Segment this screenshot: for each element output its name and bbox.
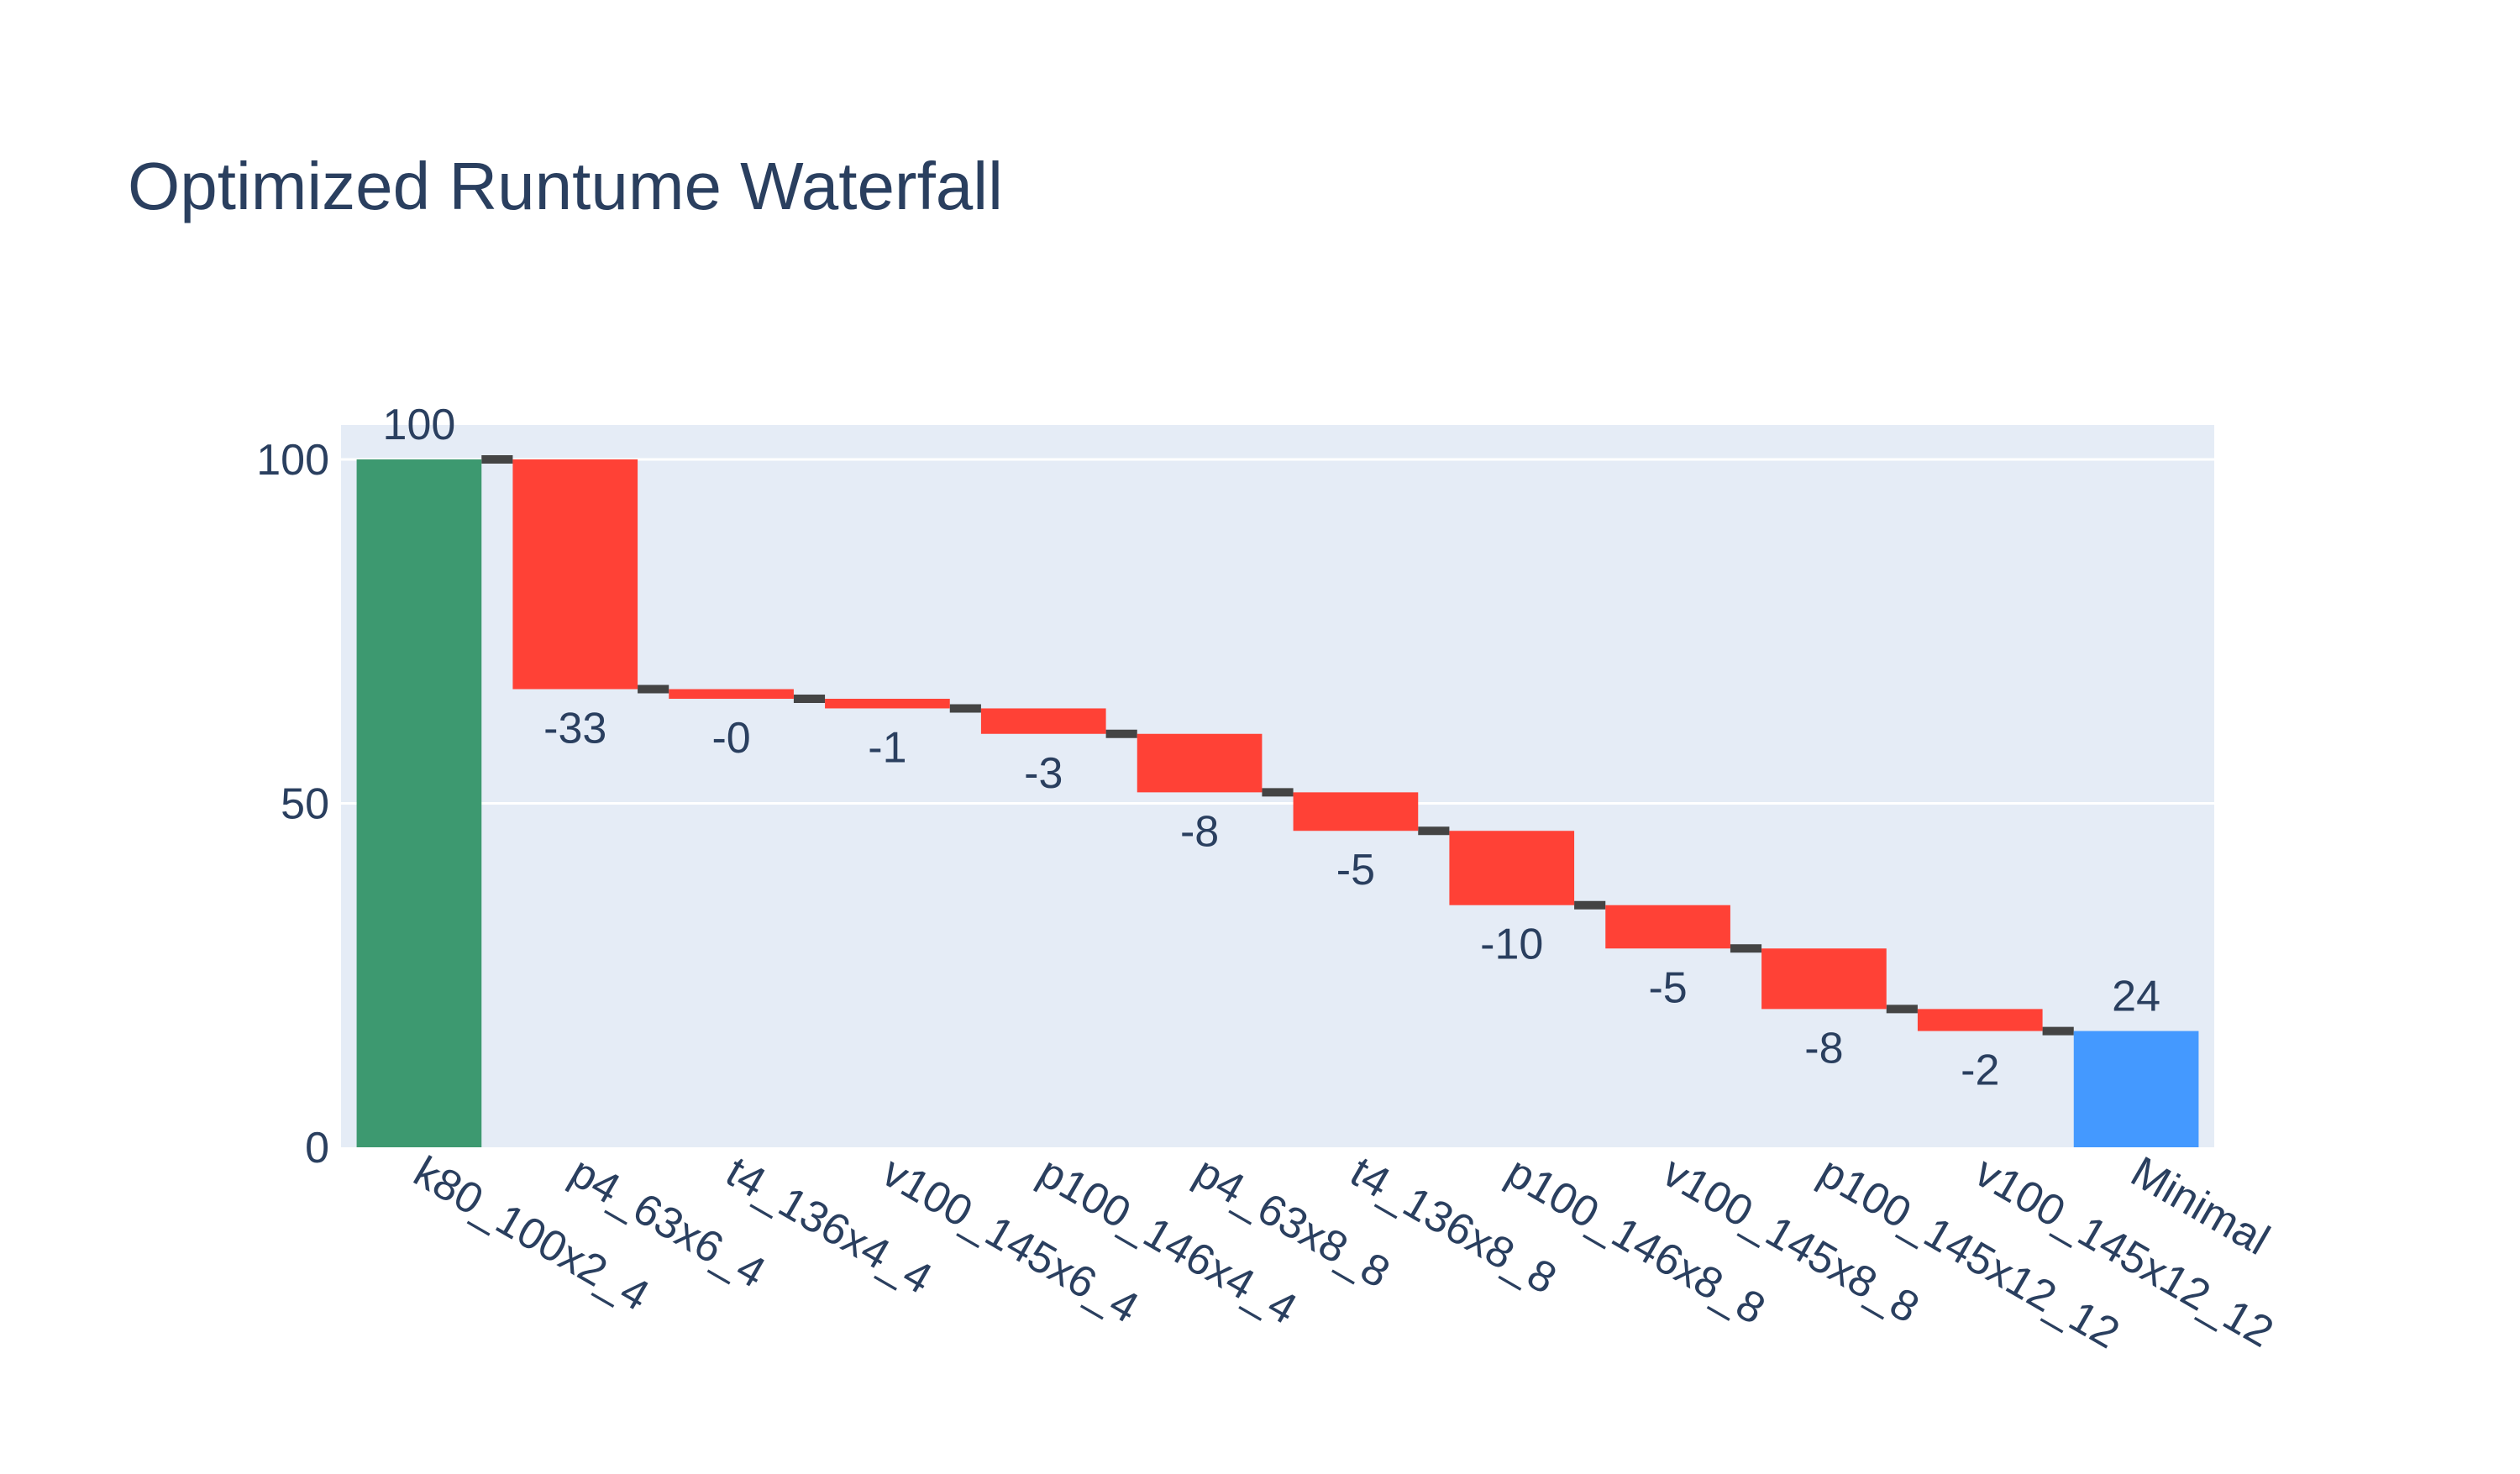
x-tick-label: p100_146x8_8 (1499, 1147, 1773, 1334)
waterfall-bar (1605, 905, 1730, 949)
waterfall-bar (1449, 831, 1575, 905)
waterfall-bar (825, 698, 950, 709)
bar-value-label: -1 (868, 723, 906, 772)
bar-value-label: -33 (543, 705, 606, 753)
x-tick-label: p100_146x4_4 (1030, 1147, 1305, 1334)
waterfall-bar (980, 708, 1106, 734)
waterfall-bar (1917, 1009, 2043, 1031)
bar-value-label: -0 (711, 714, 750, 763)
waterfall-bar (2073, 1031, 2199, 1147)
bar-value-label: -5 (1648, 963, 1687, 1012)
x-tick-label: v100_145x8_8 (1655, 1147, 1927, 1333)
bar-value-label: 100 (383, 401, 456, 449)
waterfall-bar (669, 689, 794, 699)
waterfall-bar (1293, 792, 1419, 831)
y-tick-label: 0 (305, 1124, 329, 1172)
bar-value-label: -8 (1180, 807, 1219, 856)
bar-value-label: -10 (1480, 921, 1543, 969)
plot-area (341, 425, 2214, 1147)
bar-value-label: 24 (2112, 973, 2160, 1021)
waterfall-bar (512, 459, 638, 690)
x-tick-label: v100_145x6_4 (874, 1147, 1146, 1333)
bar-value-label: -2 (1961, 1046, 1999, 1095)
y-tick-label: 50 (281, 779, 329, 828)
bar-value-label: -3 (1024, 749, 1063, 798)
bar-value-label: -5 (1336, 846, 1375, 894)
waterfall-bar (356, 459, 482, 1147)
chart-title: Optimized Runtume Waterfall (128, 149, 1003, 223)
y-tick-label: 100 (256, 436, 329, 485)
waterfall-bar (1761, 948, 1887, 1010)
waterfall-bar (1137, 733, 1263, 793)
bar-value-label: -8 (1804, 1024, 1843, 1073)
